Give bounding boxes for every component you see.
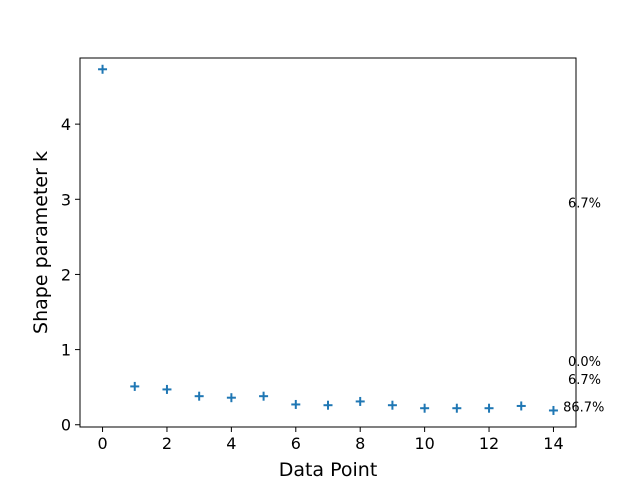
data-point: [484, 403, 494, 413]
y-axis-label: Shape parameter k: [30, 151, 52, 334]
annotation-label: 86.7%: [563, 401, 604, 416]
y-tick-label: 0: [61, 416, 71, 435]
x-tick-label: 8: [355, 434, 365, 453]
x-tick-label: 6: [291, 434, 301, 453]
data-point: [259, 391, 269, 401]
x-tick-label: 4: [226, 434, 236, 453]
y-tick-label: 1: [61, 341, 71, 360]
data-point: [194, 391, 204, 401]
x-axis-label: Data Point: [279, 459, 378, 480]
data-point: [387, 400, 397, 410]
y-tick-label: 3: [61, 190, 71, 209]
data-point: [452, 403, 462, 413]
data-point: [162, 384, 172, 394]
data-point: [130, 381, 140, 391]
x-tick-label: 12: [479, 434, 499, 453]
annotation-label: 6.7%: [568, 373, 601, 388]
data-point: [98, 64, 108, 74]
x-tick-label: 14: [543, 434, 563, 453]
annotation-label: 6.7%: [568, 196, 601, 211]
annotation-group: 6.7% 0.0% 6.7% 86.7%: [563, 196, 604, 415]
y-tick-label: 2: [61, 265, 71, 284]
annotation-label: 0.0%: [568, 355, 601, 370]
data-point: [323, 400, 333, 410]
data-point: [226, 393, 236, 403]
x-tick-label: 2: [162, 434, 172, 453]
data-points: [98, 64, 558, 415]
data-point: [548, 405, 558, 415]
data-point: [355, 396, 365, 406]
data-point: [291, 399, 301, 409]
x-tick-label: 10: [414, 434, 434, 453]
x-tick-label: 0: [97, 434, 107, 453]
y-tick-label: 4: [61, 115, 71, 134]
data-point: [516, 401, 526, 411]
data-point: [420, 403, 430, 413]
plot-area: [79, 57, 577, 428]
